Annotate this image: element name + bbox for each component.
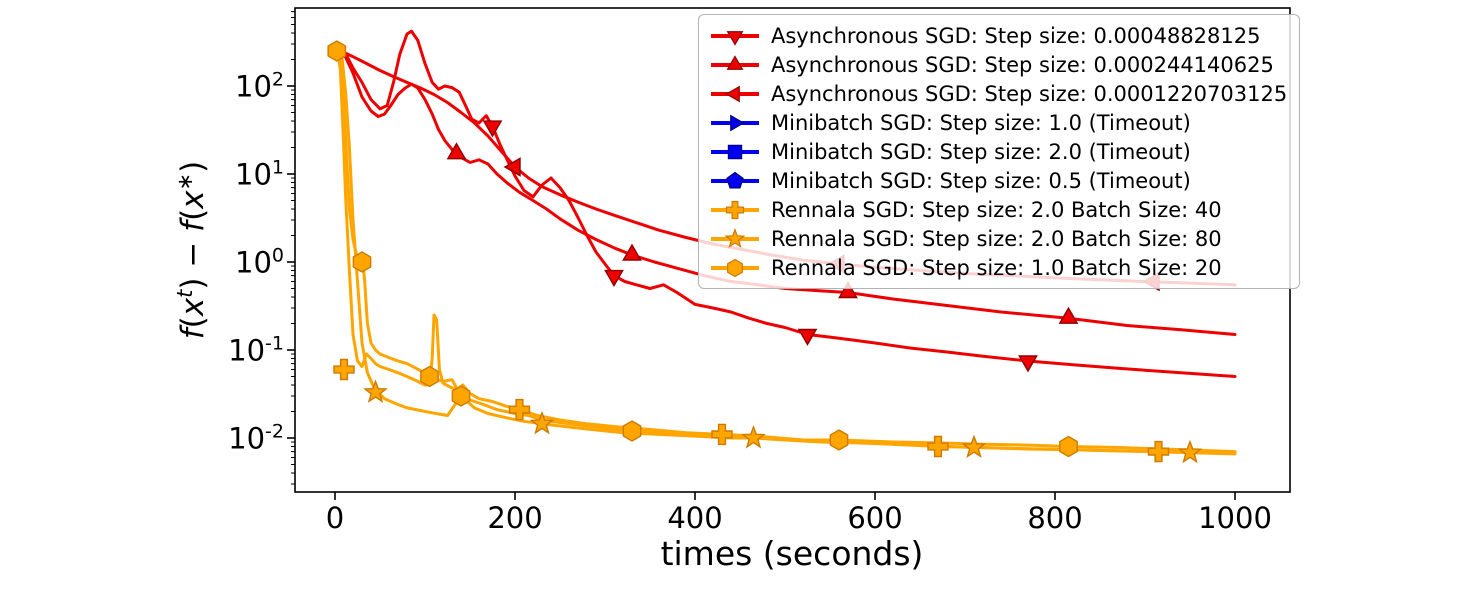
series-marker-0 (1018, 355, 1038, 373)
series-marker-8 (1059, 435, 1078, 458)
series-marker-8 (829, 429, 849, 451)
legend-label: Minibatch SGD: Step size: 0.5 (Timeout) (771, 168, 1191, 193)
series-marker-8 (327, 40, 347, 62)
series-marker-7 (1177, 439, 1203, 464)
series-marker-1 (446, 142, 467, 160)
legend-key-s-icon (711, 144, 759, 159)
legend-label: Rennala SGD: Step size: 1.0 Batch Size: … (771, 255, 1222, 280)
legend-label: Minibatch SGD: Step size: 1.0 (Timeout) (771, 110, 1191, 135)
series-marker-7 (741, 424, 766, 449)
series-marker-1 (838, 281, 858, 299)
x-tick-label: 600 (847, 501, 903, 535)
y-tick-label: 101 (235, 156, 284, 192)
series-marker-7 (529, 410, 555, 435)
y-tick-label: 102 (235, 68, 284, 104)
series-marker-6 (333, 358, 355, 381)
legend-key-p-icon (711, 171, 759, 188)
legend-key->-icon (711, 114, 759, 131)
x-tick-label: 1000 (1198, 501, 1272, 535)
legend-item: Minibatch SGD: Step size: 0.5 (Timeout) (709, 166, 1287, 195)
series-marker-0 (797, 328, 818, 346)
series-marker-8 (352, 251, 372, 273)
legend-item: Rennala SGD: Step size: 2.0 Batch Size: … (709, 224, 1287, 253)
legend-item: Asynchronous SGD: Step size: 0.000488281… (709, 21, 1287, 50)
series-marker-6 (711, 423, 733, 446)
legend-key-^-icon (711, 54, 759, 70)
y-axis-label: f(xt) − f(x∗) (172, 160, 212, 340)
legend-item: Minibatch SGD: Step size: 2.0 (Timeout) (709, 137, 1287, 166)
series-line-0 (333, 29, 1237, 378)
legend-key-h-icon (711, 258, 759, 277)
legend: Asynchronous SGD: Step size: 0.000488281… (698, 14, 1301, 289)
series-line-7 (333, 49, 1237, 456)
legend-key-<-icon (711, 85, 759, 102)
series-marker-7 (961, 434, 987, 459)
y-tick-label: 100 (235, 244, 284, 280)
x-tick-label: 200 (487, 501, 543, 535)
legend-label: Rennala SGD: Step size: 2.0 Batch Size: … (771, 197, 1222, 222)
series-marker-0 (482, 120, 503, 138)
series-marker-8 (420, 365, 439, 388)
series-marker-6 (927, 435, 949, 458)
legend-key-P-icon (711, 200, 759, 219)
series-marker-7 (363, 379, 388, 403)
legend-label: Asynchronous SGD: Step size: 0.000244140… (771, 52, 1274, 77)
y-tick-label: 10-1 (228, 332, 284, 368)
series-marker-6 (508, 398, 531, 421)
legend-label: Asynchronous SGD: Step size: 0.000122070… (771, 81, 1288, 106)
series-marker-1 (622, 243, 642, 261)
legend-key-v-icon (711, 30, 759, 46)
y-tick-label: 10-2 (228, 420, 284, 456)
x-tick-label: 800 (1027, 501, 1083, 535)
plot-area (327, 29, 1237, 464)
legend-label: Rennala SGD: Step size: 2.0 Batch Size: … (771, 226, 1222, 251)
legend-item: Rennala SGD: Step size: 1.0 Batch Size: … (709, 253, 1287, 282)
legend-item: Asynchronous SGD: Step size: 0.000244140… (709, 50, 1287, 79)
legend-item: Asynchronous SGD: Step size: 0.000122070… (709, 79, 1287, 108)
x-tick-label: 0 (325, 501, 345, 535)
series-marker-6 (1147, 440, 1170, 463)
legend-label: Minibatch SGD: Step size: 2.0 (Timeout) (771, 139, 1191, 164)
legend-key-*-icon (711, 227, 759, 248)
legend-label: Asynchronous SGD: Step size: 0.000488281… (771, 23, 1261, 48)
legend-item: Rennala SGD: Step size: 2.0 Batch Size: … (709, 195, 1287, 224)
series-marker-1 (1058, 306, 1079, 324)
x-tick-label: 400 (667, 501, 723, 535)
series-marker-2 (503, 157, 521, 177)
series-line-1 (333, 47, 1237, 336)
x-axis-label: times (seconds) (660, 534, 924, 573)
series-marker-8 (451, 385, 471, 407)
series-marker-0 (604, 269, 624, 288)
legend-item: Minibatch SGD: Step size: 1.0 (Timeout) (709, 108, 1287, 137)
series-marker-8 (622, 420, 642, 442)
